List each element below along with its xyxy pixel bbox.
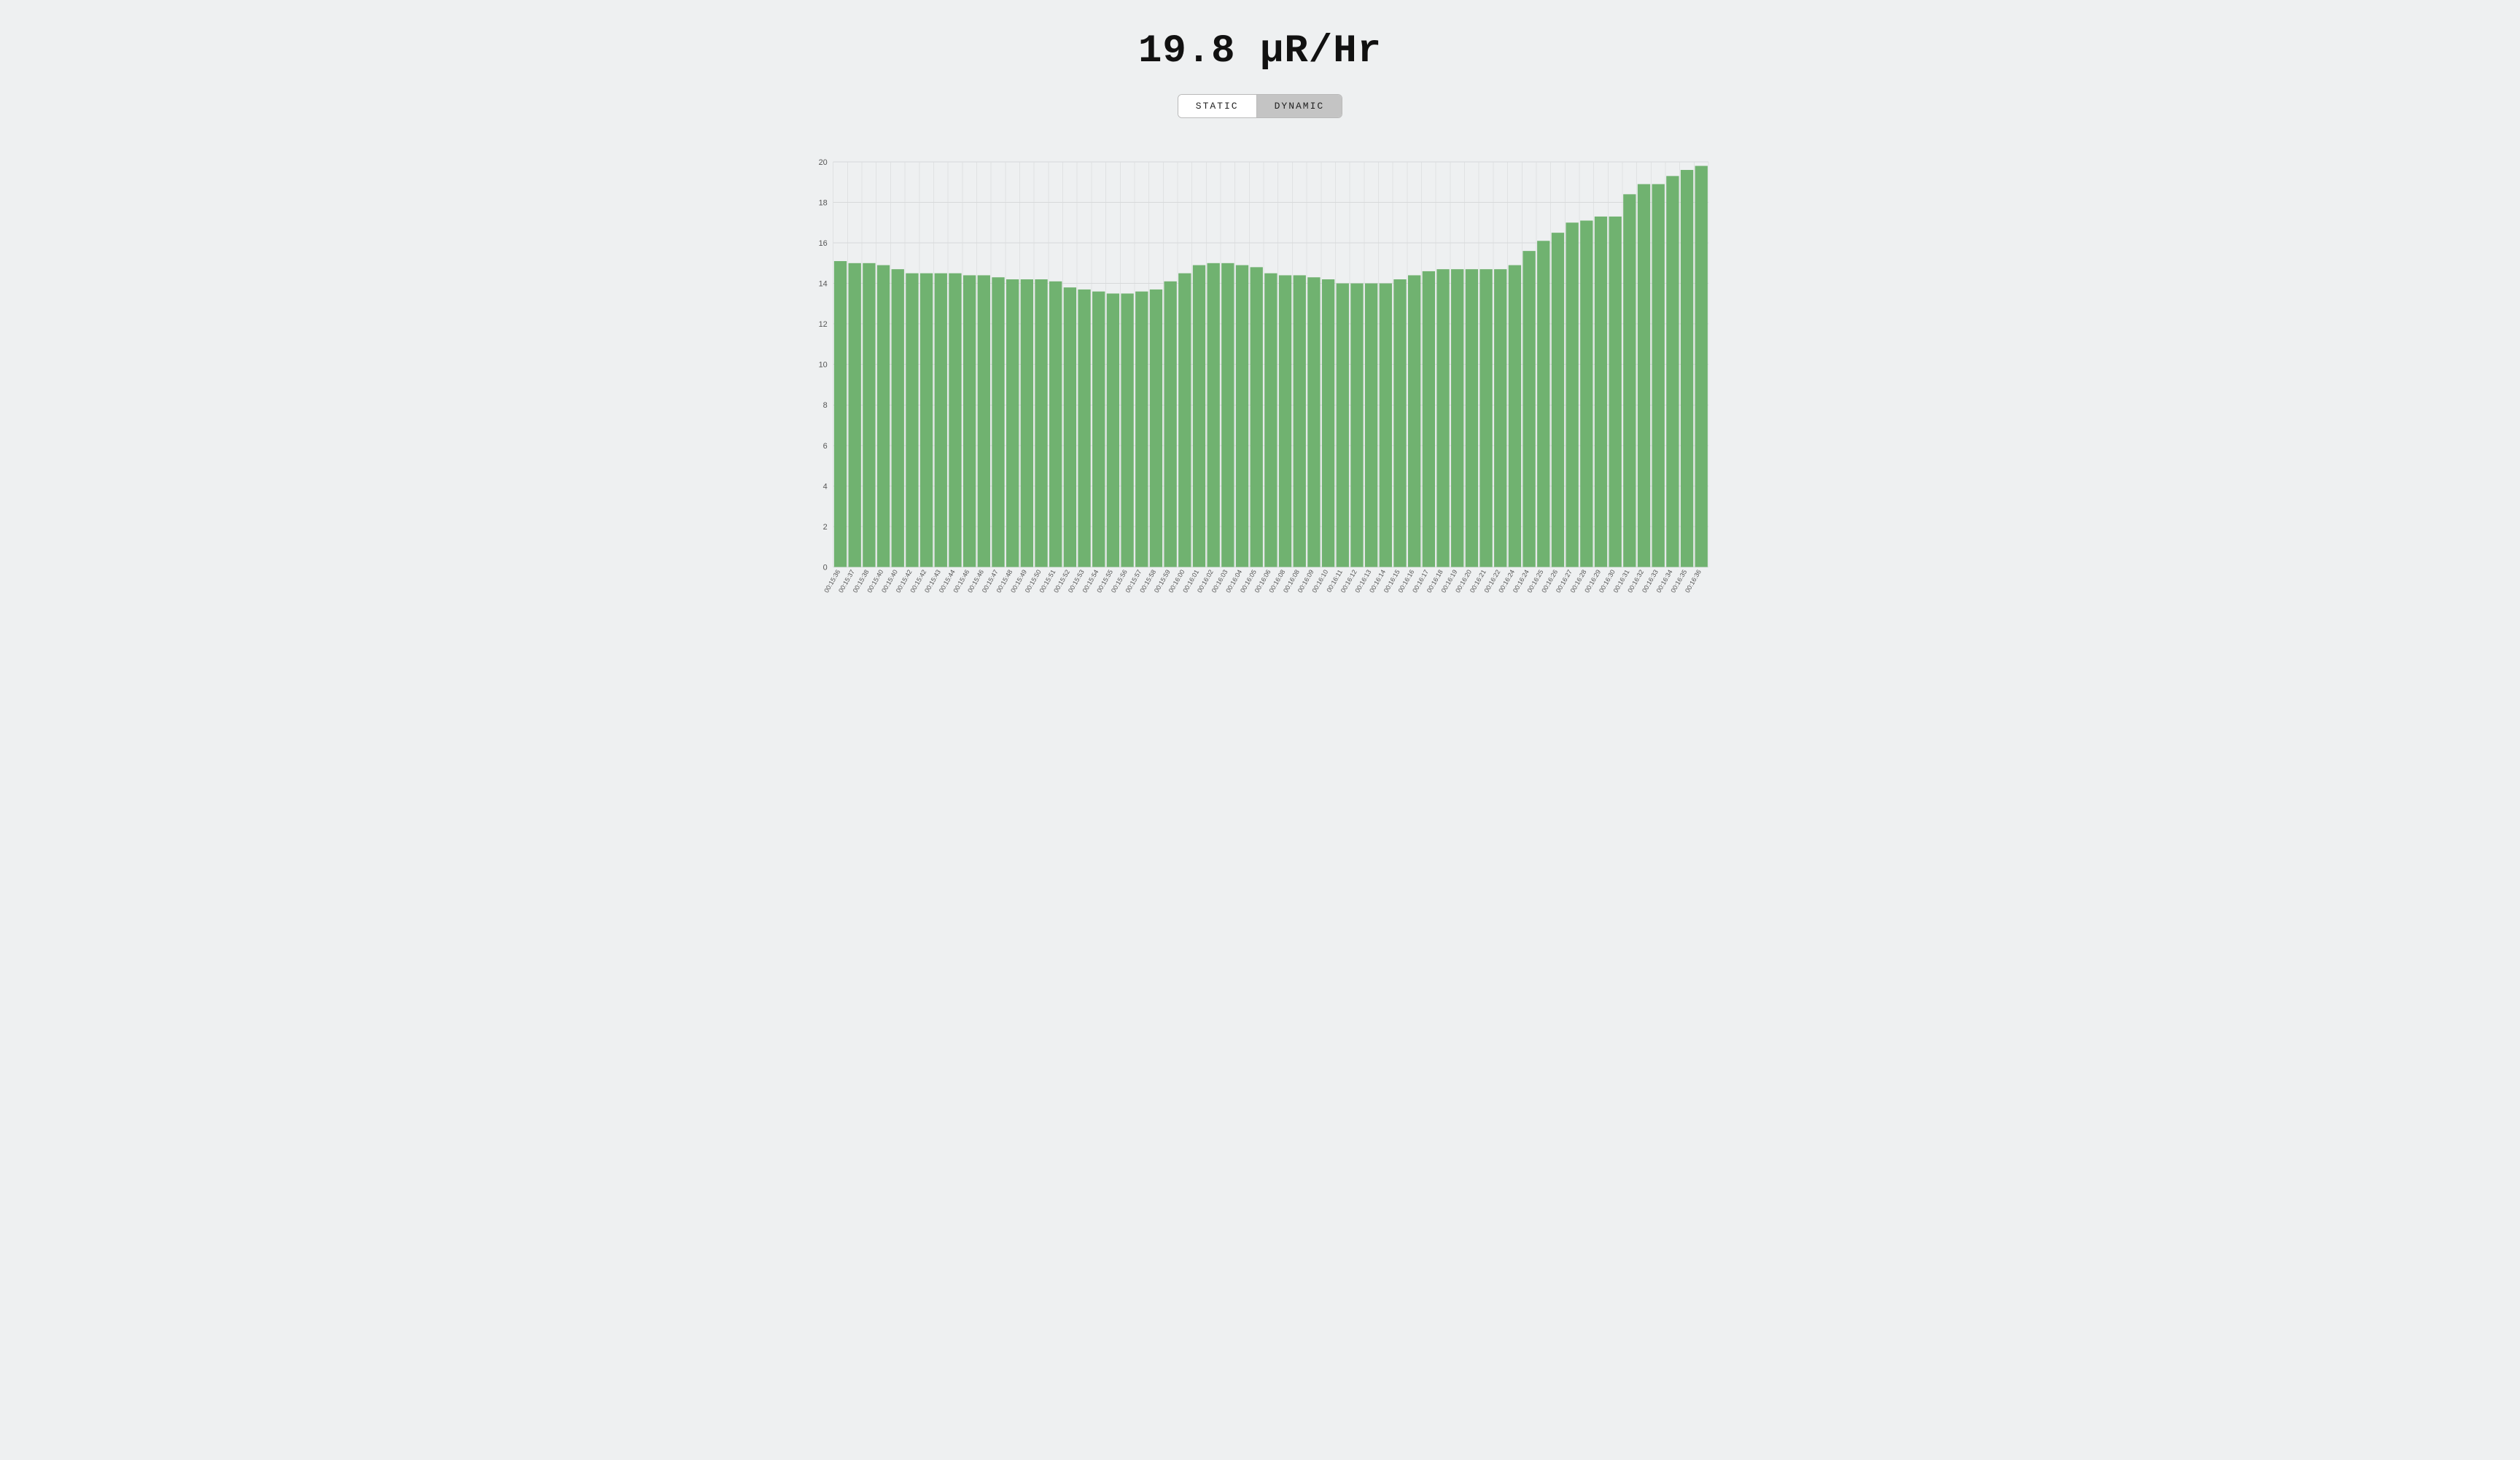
chart-bar: [1423, 271, 1435, 567]
chart-bar: [1006, 279, 1019, 567]
chart-bar: [1436, 269, 1449, 567]
chart-bar: [1035, 279, 1047, 567]
y-tick-label: 6: [823, 442, 828, 451]
chart-bar: [1365, 284, 1377, 567]
radiation-bar-chart: 0 2 4 6 8 10 12 14 16 18 20 00:15:3600:15:3700:15:3…: [804, 155, 1716, 610]
chart-bar: [892, 269, 904, 567]
chart-bar: [963, 275, 976, 567]
chart-bar: [1164, 281, 1176, 567]
chart-bar: [1350, 284, 1363, 567]
chart-bar: [1236, 265, 1248, 567]
chart-bar: [1494, 269, 1506, 567]
chart-bar: [1580, 220, 1592, 567]
y-tick-label: 8: [823, 401, 828, 410]
chart-bar: [1021, 279, 1033, 567]
mode-dynamic-button[interactable]: DYNAMIC: [1256, 95, 1342, 117]
chart-bars: [834, 166, 1708, 567]
chart-bar: [1595, 217, 1607, 567]
y-tick-label: 0: [823, 563, 828, 572]
chart-bar: [1178, 273, 1191, 567]
chart-bar: [1135, 292, 1148, 567]
chart-bar: [1251, 267, 1263, 567]
chart-bar: [1537, 241, 1549, 567]
chart-bar: [1509, 265, 1521, 567]
chart-bar: [863, 263, 875, 567]
chart-bar: [1666, 176, 1679, 567]
chart-y-ticks: 0 2 4 6 8 10 12 14 16 18 20: [819, 158, 828, 572]
chart-bar: [1092, 292, 1105, 567]
chart-bar: [906, 273, 918, 567]
chart-bar: [1466, 269, 1478, 567]
y-tick-label: 20: [819, 158, 828, 167]
chart-bar: [1652, 184, 1665, 567]
chart-bar: [1064, 287, 1076, 567]
chart-bar: [1522, 251, 1535, 567]
chart-bar: [1609, 217, 1622, 567]
reading-title: 19.8 μR/Hr: [1138, 29, 1382, 74]
page-root: 19.8 μR/Hr STATIC DYNAMIC 0 2 4 6 8 10 12 14 16 1…: [0, 0, 2520, 640]
y-tick-label: 10: [819, 361, 828, 370]
mode-static-button[interactable]: STATIC: [1178, 95, 1256, 117]
chart-bar: [935, 273, 947, 567]
chart-bar: [978, 275, 990, 567]
chart-bar: [1150, 290, 1162, 567]
chart-bar: [1408, 275, 1420, 567]
chart-bar: [1193, 265, 1205, 567]
chart-bar: [949, 273, 961, 567]
chart-bar: [1307, 277, 1320, 567]
chart-x-ticks: 00:15:3600:15:3700:15:3800:15:4000:15:40…: [822, 568, 1703, 594]
chart-bar: [849, 263, 861, 567]
chart-bar: [1479, 269, 1492, 567]
chart-bar: [1221, 263, 1234, 567]
chart-bar: [1294, 275, 1306, 567]
y-tick-label: 16: [819, 239, 828, 248]
y-tick-label: 12: [819, 320, 828, 329]
y-tick-label: 14: [819, 280, 828, 289]
chart-bar: [1264, 273, 1277, 567]
chart-bar: [1208, 263, 1220, 567]
chart-bar: [920, 273, 933, 567]
chart-bar: [1638, 184, 1650, 567]
y-tick-label: 18: [819, 198, 828, 207]
chart-bar: [1681, 170, 1693, 567]
mode-toggle: STATIC DYNAMIC: [1178, 94, 1342, 118]
chart-bar: [1566, 222, 1578, 567]
chart-bar: [1049, 281, 1062, 567]
y-tick-label: 2: [823, 523, 828, 532]
chart-bar: [1552, 233, 1564, 567]
chart-bar: [834, 261, 847, 567]
chart-bar: [1623, 194, 1636, 567]
chart-bar: [1380, 284, 1392, 567]
chart-bar: [992, 277, 1004, 567]
chart-container: 0 2 4 6 8 10 12 14 16 18 20 00:15:3600:15:3700:15:3…: [804, 155, 1716, 610]
chart-bar: [877, 265, 890, 567]
chart-bar: [1451, 269, 1463, 567]
chart-bar: [1078, 290, 1090, 567]
chart-bar: [1695, 166, 1708, 567]
chart-bar: [1337, 284, 1349, 567]
chart-bar: [1107, 293, 1119, 567]
chart-bar: [1121, 293, 1133, 567]
chart-bar: [1322, 279, 1334, 567]
chart-bar: [1279, 275, 1291, 567]
y-tick-label: 4: [823, 482, 828, 491]
chart-bar: [1393, 279, 1406, 567]
